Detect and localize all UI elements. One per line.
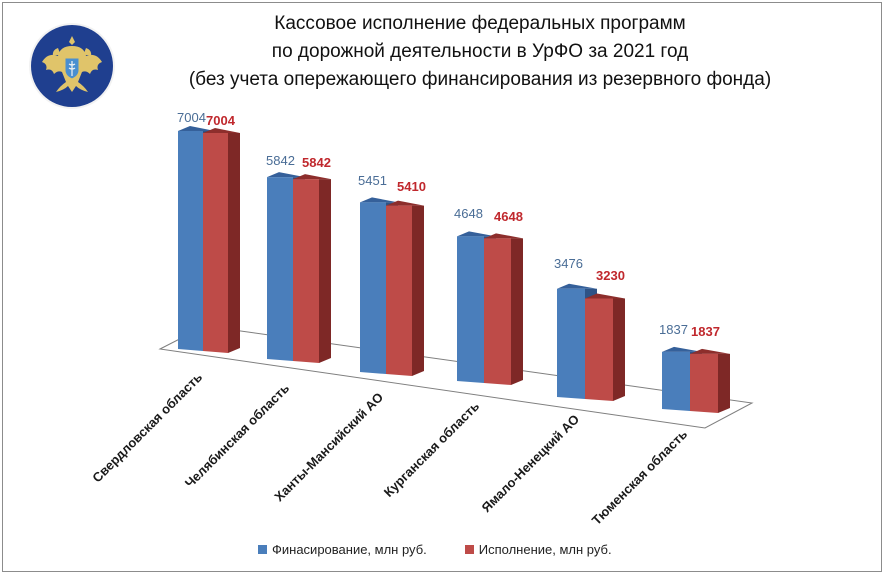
category-label: Курганская область	[381, 399, 482, 500]
title-line-1: Кассовое исполнение федеральных программ	[274, 13, 686, 34]
title-line-2: по дорожной деятельности в УрФО за 2021 …	[271, 41, 689, 62]
execution-bar-front	[585, 298, 613, 401]
execution-value-label: 5842	[302, 155, 331, 170]
category-label: Ханты-Мансийский АО	[271, 390, 386, 505]
execution-bar-front	[293, 179, 319, 363]
chart-legend: Финасирование, млн руб. Исполнение, млн …	[258, 542, 612, 557]
category-label: Ямало-Ненецкий АО	[479, 412, 583, 516]
legend-label-execution: Исполнение, млн руб.	[478, 542, 612, 557]
execution-bar-front	[386, 205, 412, 376]
financing-bar-top	[178, 126, 215, 131]
financing-bar-top	[457, 231, 496, 237]
execution-value-label: 5410	[397, 179, 426, 194]
execution-bar-side	[228, 133, 240, 353]
execution-bar-front	[484, 238, 511, 385]
double-headed-eagle-icon	[29, 23, 115, 109]
execution-bar-top	[293, 174, 331, 180]
financing-bar-top	[557, 283, 597, 289]
execution-bar-top	[484, 233, 523, 239]
execution-bar-side	[613, 298, 625, 401]
execution-bar-side	[718, 353, 730, 413]
financing-value-label: 4648	[454, 206, 483, 221]
financing-value-label: 5451	[358, 173, 387, 188]
financing-bar-front	[457, 236, 484, 383]
execution-bar-top	[203, 128, 240, 133]
financing-value-label: 5842	[266, 153, 295, 168]
legend-label-financing: Финасирование, млн руб.	[272, 542, 427, 557]
execution-bar-side	[412, 205, 424, 376]
category-label: Тюменская область	[589, 427, 690, 528]
financing-value-label: 1837	[659, 322, 688, 337]
financing-bar-front	[662, 351, 690, 411]
financing-bar-front	[267, 177, 293, 361]
legend-swatch-red-icon	[464, 545, 474, 554]
financing-bar-front	[360, 202, 386, 374]
category-label: Свердловская область	[89, 370, 205, 486]
execution-bar-top	[690, 348, 730, 354]
execution-value-label: 7004	[206, 113, 236, 128]
category-label: Челябинская область	[182, 381, 292, 491]
financing-bar-top	[360, 197, 398, 203]
title-line-3: (без учета опережающего финансирования и…	[188, 69, 772, 90]
bar-groups	[178, 126, 730, 413]
financing-bar-front	[178, 131, 203, 351]
chart-title: Кассовое исполнение федеральных программ…	[150, 10, 810, 94]
emblem-logo	[28, 22, 116, 110]
financing-value-label: 7004	[177, 110, 206, 125]
financing-bar-top	[267, 172, 305, 178]
execution-value-label: 4648	[494, 209, 523, 224]
financing-bar-front	[557, 288, 585, 399]
execution-bar-side	[319, 179, 331, 363]
legend-swatch-blue-icon	[258, 545, 267, 554]
execution-value-label: 3230	[596, 268, 625, 283]
legend-item-execution: Исполнение, млн руб.	[464, 542, 612, 557]
execution-bar-top	[585, 293, 625, 299]
financing-value-label: 3476	[554, 256, 583, 271]
legend-item-financing: Финасирование, млн руб.	[258, 542, 427, 557]
execution-bar-front	[690, 353, 718, 413]
execution-bar-front	[203, 133, 228, 353]
financing-bar-top	[662, 346, 702, 352]
execution-value-label: 1837	[691, 324, 720, 339]
execution-bar-side	[511, 238, 523, 385]
execution-bar-top	[386, 200, 424, 206]
